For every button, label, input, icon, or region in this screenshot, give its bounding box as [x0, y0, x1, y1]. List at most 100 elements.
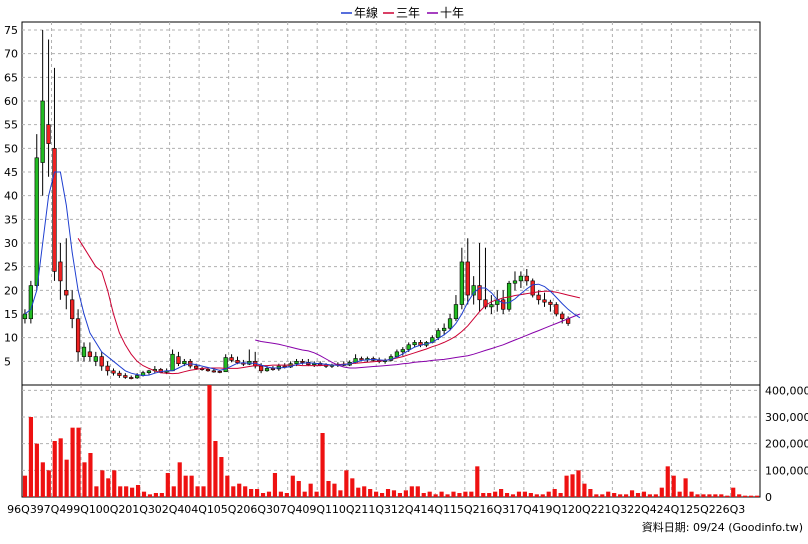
volume-bar [439, 491, 444, 497]
x-tick-label: 17Q4 [509, 503, 539, 516]
candle-body [22, 313, 28, 320]
candle-body [229, 357, 234, 361]
candle [477, 243, 482, 312]
x-tick-label: 26Q3 [716, 503, 746, 516]
x-tick-label: 19Q1 [539, 503, 569, 516]
volume-bar [629, 490, 635, 497]
price-tick-label: 10 [4, 332, 18, 345]
volume-bar [516, 491, 522, 497]
ma-year-line [24, 171, 581, 377]
volume-bar [528, 493, 533, 497]
x-tick-label: 01Q3 [125, 503, 155, 516]
volume-bar [534, 494, 539, 497]
volume-bar [100, 470, 105, 497]
volume-bar [487, 493, 492, 497]
volume-bar [671, 475, 676, 497]
candle-body [524, 275, 529, 282]
volume-bar [135, 485, 141, 497]
volume-bar [499, 489, 504, 497]
candle [211, 368, 217, 373]
candle [536, 290, 541, 305]
volume-bar [260, 493, 266, 497]
volume-bar [391, 490, 397, 497]
candle-body [400, 349, 405, 353]
candle [117, 370, 122, 378]
candle-body [359, 358, 364, 361]
candle-body [264, 368, 270, 372]
volume-bar [141, 491, 147, 497]
candle-body [306, 361, 311, 365]
x-tick-label: 05Q2 [214, 503, 244, 516]
candle [81, 342, 87, 362]
candle [93, 351, 98, 367]
candle-body [52, 148, 57, 272]
x-tick-label: 20Q2 [568, 503, 598, 516]
candle [64, 238, 69, 310]
candle-body [530, 280, 535, 296]
candle [40, 30, 45, 196]
volume-tick-label: 100,000 [765, 464, 808, 477]
volume-bar [754, 495, 760, 497]
volume-bar [600, 494, 605, 497]
candle [52, 67, 57, 281]
candle [70, 290, 75, 329]
candle-body [99, 356, 104, 367]
volume-bar [451, 491, 456, 497]
volume-bar [421, 493, 426, 497]
volume-bar [40, 462, 45, 497]
footer-note: 資料日期: 09/24 (Goodinfo.tw) [642, 520, 803, 534]
volume-bar [356, 487, 361, 497]
candle-body [134, 375, 140, 379]
volume-bar [677, 491, 682, 497]
candle-body [117, 372, 122, 376]
candle-body [483, 299, 488, 308]
volume-bar [64, 459, 69, 497]
volume-bar [403, 490, 408, 497]
candle [483, 247, 488, 310]
candle-body [518, 275, 524, 282]
volume-bar [558, 493, 563, 497]
volume-bar [457, 493, 462, 497]
candle-body [111, 370, 116, 374]
price-plot-area [21, 21, 761, 386]
candle-body [70, 299, 75, 320]
volume-bar [219, 457, 224, 497]
candle-body [554, 304, 559, 315]
volume-bar [570, 474, 575, 497]
volume-bar [255, 489, 260, 497]
volume-bar [344, 470, 349, 497]
candle [489, 295, 494, 314]
volume-bar [653, 494, 658, 497]
volume-bar [641, 491, 647, 497]
volume-bar [606, 491, 611, 497]
candle [453, 295, 459, 322]
candle [412, 340, 417, 348]
volume-bar [201, 486, 206, 497]
volume-bar [522, 491, 527, 497]
volume-bar [725, 495, 730, 497]
candle-body [536, 294, 541, 301]
candle [129, 375, 134, 380]
candle [146, 369, 152, 375]
x-tick-label: 25Q2 [686, 503, 716, 516]
volume-bar [237, 483, 242, 497]
volume-bar [546, 491, 551, 497]
candle [548, 299, 553, 312]
volume-bar [70, 427, 75, 497]
volume-bar [368, 489, 373, 497]
volume-bar [612, 493, 617, 497]
candle [99, 351, 104, 371]
candle-body [406, 344, 411, 350]
volume-bar [409, 486, 414, 497]
candle-body [123, 375, 128, 378]
volume-bar [719, 494, 724, 497]
candle [554, 302, 559, 317]
volume-bar [118, 486, 123, 497]
x-tick-label: 10Q2 [332, 503, 362, 516]
volume-bar [564, 475, 569, 497]
volume-bar [659, 487, 664, 497]
candle-body [294, 361, 299, 365]
candle-body [235, 360, 240, 364]
volume-bar [689, 491, 694, 497]
x-tick-label: 00Q2 [96, 503, 126, 516]
